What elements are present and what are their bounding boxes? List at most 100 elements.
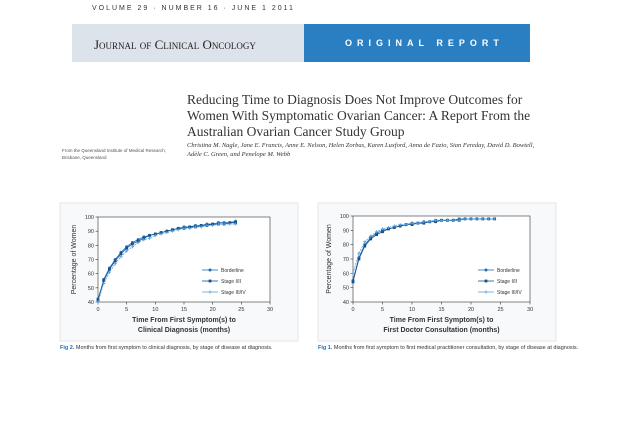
x-tick-label: 10 [152,307,158,313]
x-tick-label: 10 [409,307,415,313]
data-marker [351,271,355,275]
data-marker [222,222,226,226]
data-marker [108,268,111,271]
data-marker [148,234,151,237]
x-tick-label: 25 [497,307,503,313]
plot-area [97,216,271,303]
data-marker [457,218,461,222]
y-tick-label: 40 [88,300,94,306]
data-marker [357,251,361,255]
data-marker [182,226,186,230]
data-marker [113,259,117,263]
y-tick-label: 100 [85,215,94,221]
x-tick-label: 20 [468,307,474,313]
data-marker [125,249,129,253]
data-marker [148,236,152,240]
data-marker [119,252,123,256]
data-marker [493,217,497,221]
legend-label: Borderline [221,268,244,274]
x-tick-label: 5 [125,307,128,313]
data-marker [422,220,426,224]
data-marker [484,279,488,283]
legend-label: Stage I/II [221,279,241,285]
x-tick-label: 15 [181,307,187,313]
data-marker [102,279,106,283]
y-tick-label: 70 [343,257,349,263]
data-marker [170,229,175,233]
data-marker [369,234,373,238]
data-marker [188,226,192,230]
data-marker [211,223,215,228]
data-marker [208,279,212,283]
data-marker [216,222,220,226]
issue-line: VOLUME 29 · NUMBER 16 · JUNE 1 2011 [92,5,295,12]
data-marker [125,246,129,250]
data-marker [469,217,473,221]
y-tick-label: 50 [343,286,349,292]
data-marker [484,268,488,272]
x-tick-label: 30 [267,307,273,313]
y-tick-label: 50 [88,286,94,292]
data-marker [131,242,134,246]
affiliation: From the Queensland Institute of Medical… [62,148,167,160]
data-marker [208,290,212,294]
data-marker [205,223,209,228]
data-marker [380,227,385,231]
y-tick-label: 80 [343,243,349,249]
caption-label: Fig 2. [60,345,75,351]
data-marker [113,262,117,266]
data-marker [176,228,180,232]
x-axis-label: Time From First Symptom(s) to [132,317,236,324]
caption-label: Fig 1. [318,345,333,351]
legend-label: Stage III/IV [221,290,246,296]
data-marker [416,221,420,225]
caption-text: Months from first symptom to clinical di… [75,345,273,351]
y-axis-label: Percentage of Women [71,225,78,295]
x-axis-label: First Doctor Consultation (months) [383,327,499,334]
data-marker [381,230,384,234]
data-marker [96,297,100,301]
data-marker [487,217,491,221]
data-marker [386,225,390,230]
data-marker [451,218,455,222]
y-tick-label: 90 [343,228,349,234]
data-marker [369,237,373,241]
y-tick-label: 60 [343,271,349,277]
x-tick-label: 5 [381,307,384,313]
x-tick-label: 0 [96,307,99,313]
legend-label: Stage III/IV [497,290,522,296]
data-marker [102,281,106,286]
journal-name: Journal of Clinical Oncology [94,37,256,52]
section-band [304,24,530,62]
data-marker [159,232,163,236]
data-marker [375,230,379,234]
data-marker [357,257,361,261]
data-marker [484,290,488,294]
y-tick-label: 70 [88,258,94,264]
x-axis-label: Time From First Symptom(s) to [390,317,494,324]
x-axis-label: Clinical Diagnosis (months) [138,327,230,334]
data-marker [392,224,396,228]
x-tick-label: 30 [527,307,533,313]
journal-band [72,24,304,62]
x-tick-label: 0 [351,307,354,313]
data-marker [434,218,438,222]
y-tick-label: 60 [88,272,94,278]
data-marker [351,280,355,284]
x-tick-label: 15 [438,307,444,313]
data-marker [193,225,198,229]
y-tick-label: 40 [343,300,349,306]
data-marker [165,230,169,235]
data-marker [153,233,157,238]
figure-caption: Fig 2. Months from first symptom to clin… [60,345,300,352]
data-marker [96,300,100,304]
data-marker [363,244,367,248]
data-marker [142,238,146,242]
data-marker [475,217,479,221]
data-marker [234,222,238,226]
data-marker [375,233,378,237]
data-marker [398,223,402,227]
data-marker [481,217,485,221]
